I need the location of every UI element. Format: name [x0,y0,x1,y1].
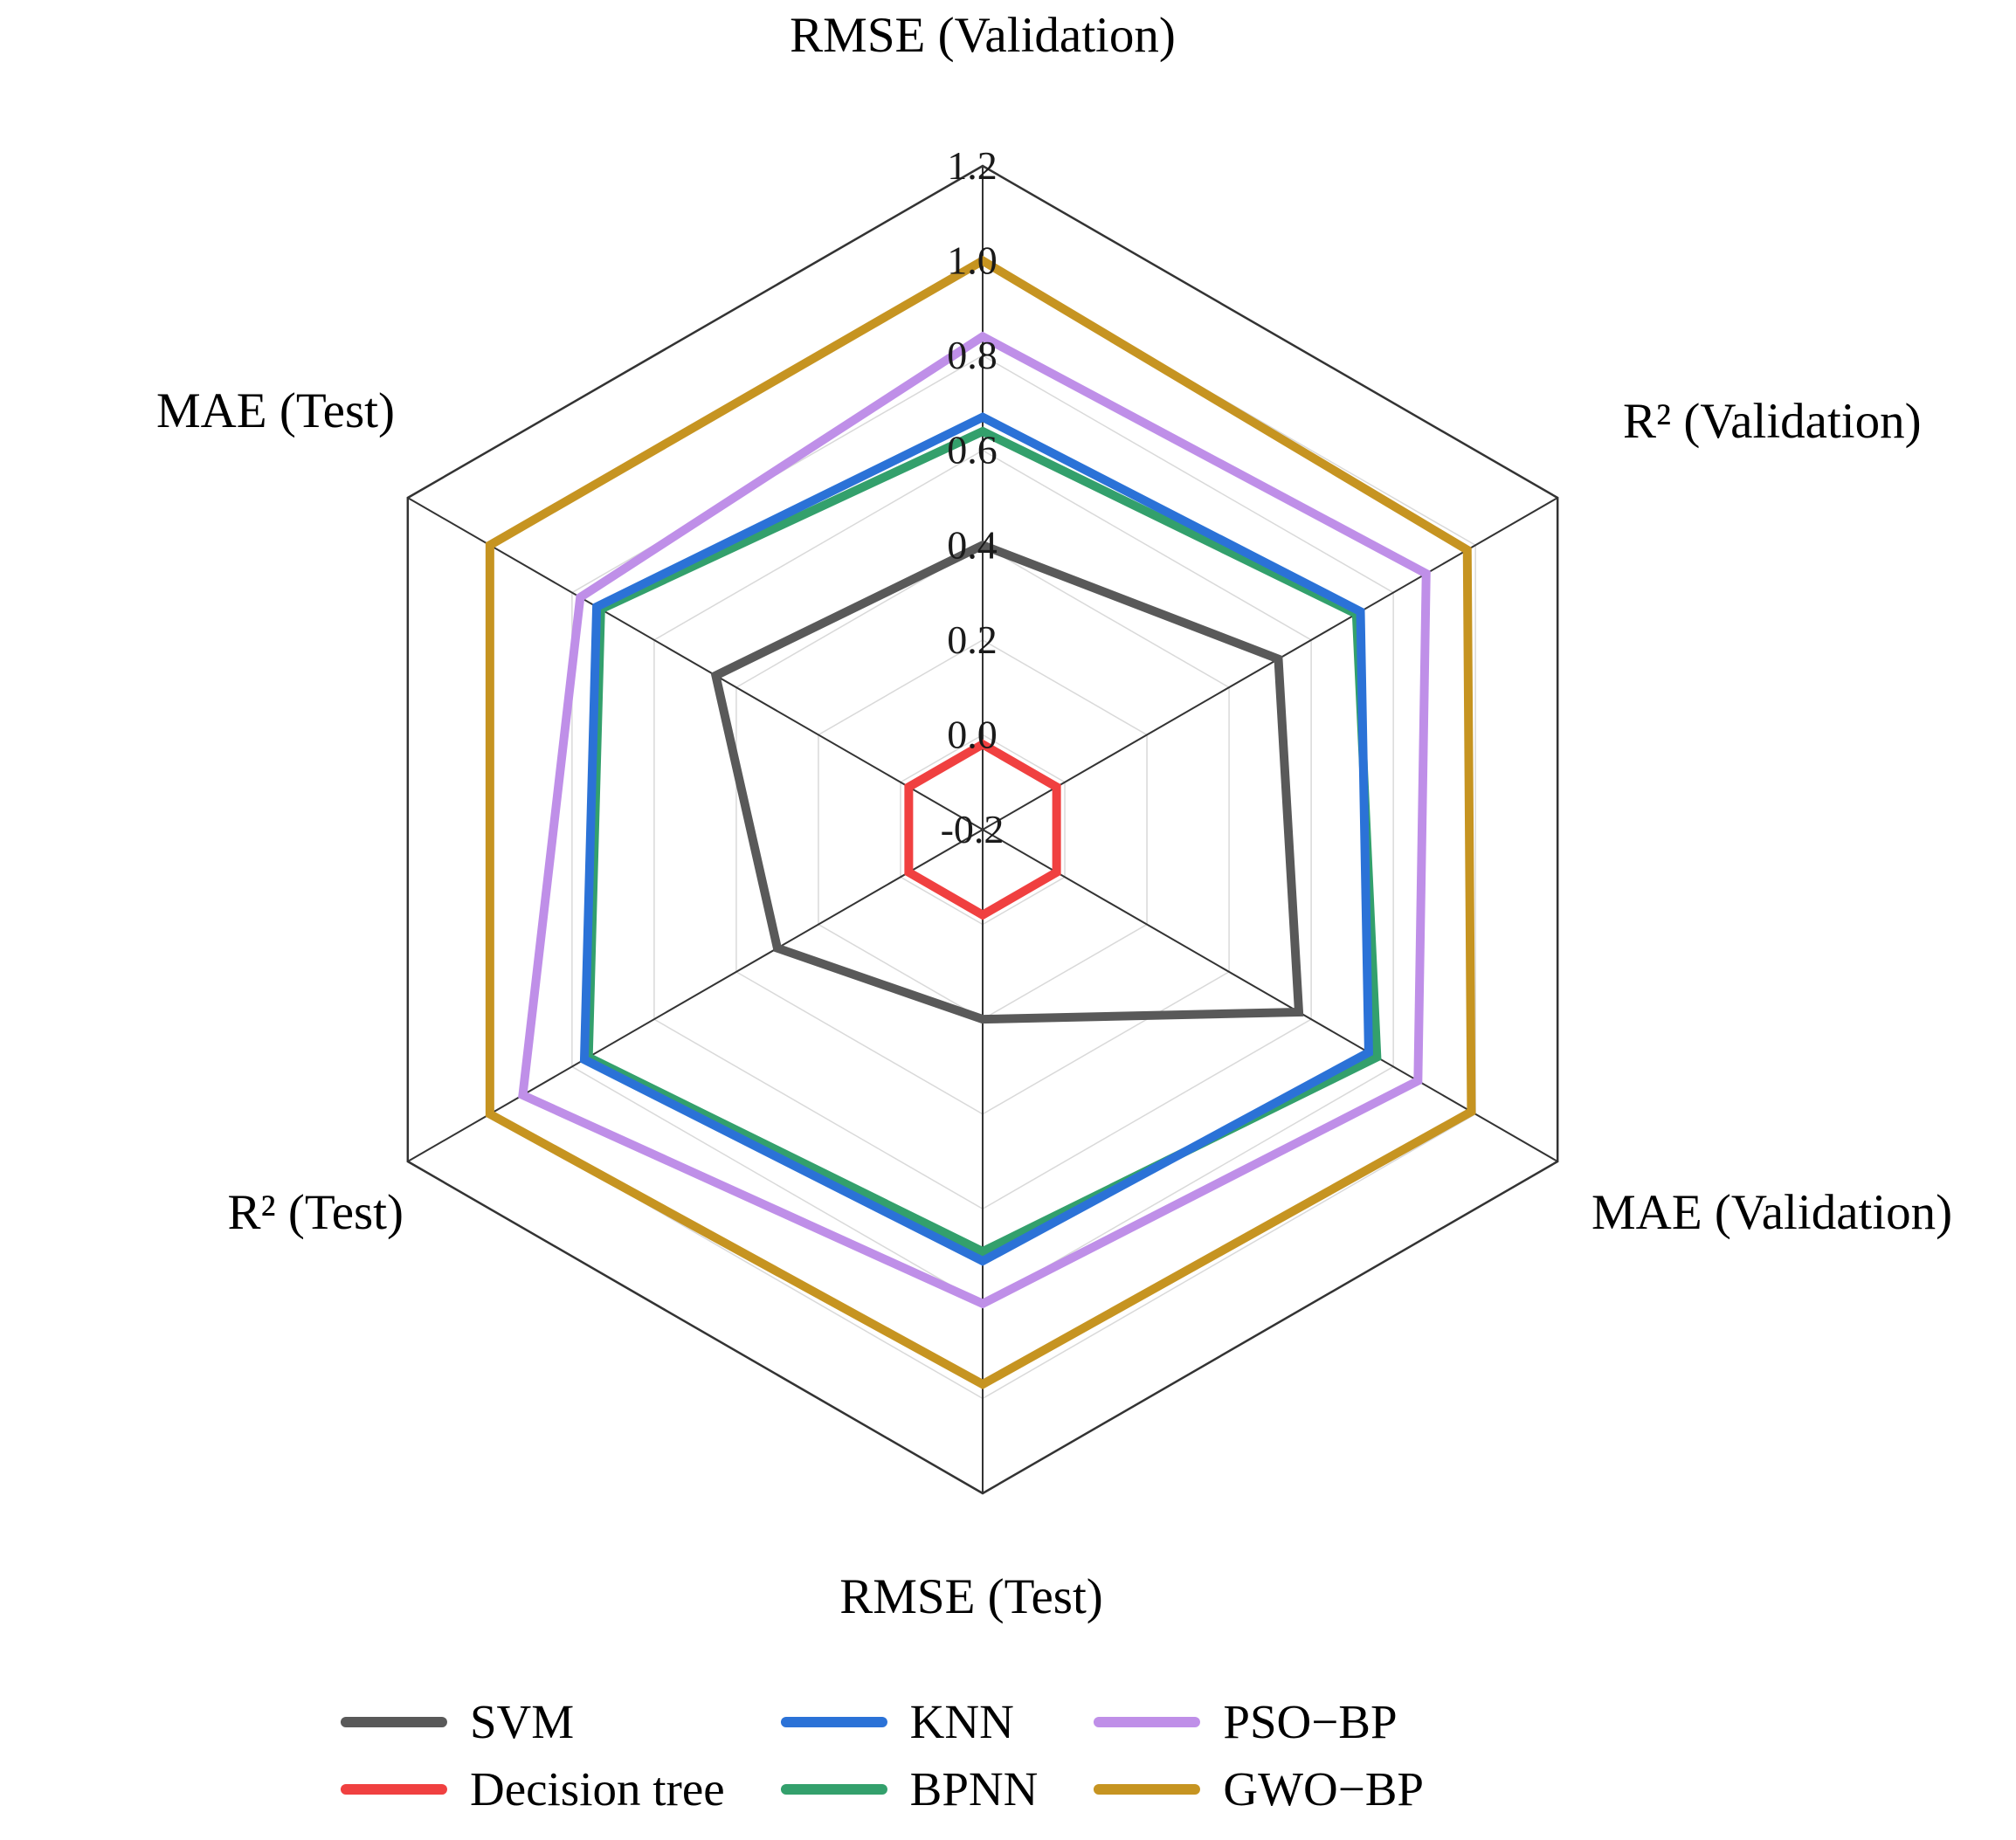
legend-label-decision-tree: Decision tree [469,1762,725,1816]
legend-item-decision-tree: Decision tree [340,1761,725,1816]
legend-label-bpnn: BPNN [909,1762,1039,1816]
axis-spoke-mae-test [407,497,984,830]
axis-label-mae-validation: MAE (Validation) [1591,1185,1953,1240]
axis-label-rmse-test: RMSE (Test) [839,1569,1103,1624]
legend-label-svm: SVM [469,1695,575,1748]
tick-label-1.2: 1.2 [947,143,998,188]
axis-label-r2-validation: R² (Validation) [1623,394,1922,449]
series-knn [579,412,1373,1266]
tick-label-0.4: 0.4 [947,522,998,567]
series-pso-bp [518,331,1431,1309]
tick-label-0.0: 0.0 [947,712,998,756]
tick-label-0.2: 0.2 [947,617,998,662]
legend-item-gwo-bp: GWO−BP [1094,1761,1424,1816]
legend-label-knn: KNN [909,1695,1014,1748]
legend-item-pso-bp: PSO−BP [1094,1694,1424,1749]
axis-label-r2-test: R² (Test) [227,1185,404,1240]
tick-label-1.0: 1.0 [947,238,998,283]
legend-item-bpnn: BPNN [780,1761,1039,1816]
legend-swatch-gwo-bp [1094,1783,1201,1795]
legend-label-pso-bp: PSO−BP [1223,1695,1398,1748]
axis-label-mae-test: MAE (Test) [155,383,395,438]
tick-label-0.6: 0.6 [947,428,998,472]
legend-swatch-pso-bp [1094,1716,1201,1727]
legend-swatch-knn [780,1716,887,1727]
tick-label-0.8: 0.8 [947,333,998,377]
legend-swatch-svm [340,1716,447,1727]
legend-label-gwo-bp: GWO−BP [1223,1762,1425,1816]
legend-item-svm: SVM [340,1694,725,1749]
legend-item-knn: KNN [780,1694,1039,1749]
series-gwo-bp [485,255,1476,1389]
tick-label--0.2: -0.2 [941,807,1005,851]
axis-label-rmse-validation: RMSE (Validation) [790,8,1176,63]
legend-swatch-decision-tree [340,1783,447,1795]
legend-swatch-bpnn [780,1783,887,1795]
series-decision-tree [904,739,1061,920]
legend: SVM Decision tree KNN BPNN PSO−BP GWO−BP [340,1694,1424,1816]
series-svm [710,540,1304,1024]
axis-spoke-mae-validation [982,829,1558,1162]
axis-spoke-r-test [407,829,984,1162]
axis-spoke-r-validation [982,497,1558,830]
